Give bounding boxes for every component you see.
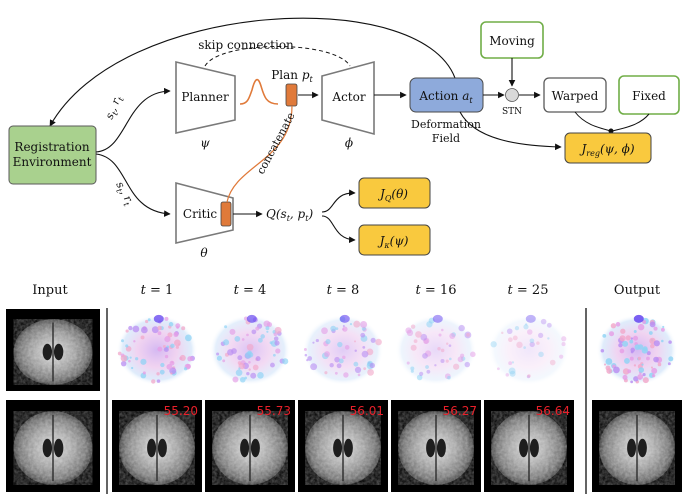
deformation-label-line2: Field	[432, 132, 460, 145]
loss-junction	[608, 128, 614, 134]
stn-node	[505, 88, 519, 102]
action-label: Action at	[418, 89, 473, 105]
jk-label: Jκ(ψ)	[377, 234, 409, 250]
env-to-critic-arrow	[95, 153, 171, 217]
skip-connection-label: skip connection	[198, 38, 294, 52]
jreg-label: Jreg(ψ, ϕ)	[578, 142, 634, 158]
plan-label: Plan pt	[271, 68, 313, 84]
deformation-label-line1: Deformation	[411, 118, 481, 131]
actor-block: Actor ϕ	[321, 60, 375, 150]
critic-plan-token	[220, 201, 232, 227]
deformation-field-image	[391, 309, 481, 391]
fixed-to-jreg-line	[611, 113, 650, 132]
env-label-line1: Registration	[14, 140, 89, 154]
dice-score-label: 55.20	[164, 404, 198, 418]
fixed-box: Fixed	[618, 75, 680, 115]
skip-connection-line	[204, 46, 351, 67]
registration-environment-box: Registration Environment	[8, 125, 97, 185]
feedback-arrow	[49, 17, 456, 127]
header-t1: t = 1	[141, 283, 174, 298]
dice-score-label: 56.01	[350, 404, 384, 418]
deformation-field-image	[484, 309, 574, 391]
header-output: Output	[614, 283, 661, 298]
warped-image	[391, 400, 481, 492]
concatenate-line	[226, 105, 293, 203]
warped-box: Warped	[543, 77, 607, 113]
actor-param: ϕ	[345, 136, 353, 150]
concatenate-label: concatenate	[254, 110, 297, 176]
action-to-jreg-arrow	[459, 111, 562, 151]
critic-block: Critic θ	[175, 181, 234, 260]
q-value-label: Q(st, pt)	[266, 207, 313, 223]
output-warped-image	[592, 400, 682, 492]
critic-param: θ	[200, 246, 208, 260]
dice-score-label: 56.64	[536, 404, 570, 418]
planner-label: Planner	[181, 90, 229, 104]
plan-distribution-icon	[239, 78, 279, 105]
deformation-field-image	[205, 309, 295, 391]
warped-label: Warped	[552, 89, 599, 103]
header-t4: t = 4	[234, 283, 267, 298]
stn-label: STN	[502, 107, 522, 117]
state-label-top: st, rt	[103, 93, 126, 122]
env-label-line2: Environment	[13, 155, 92, 169]
q-to-jq-arrow	[321, 189, 356, 213]
warped-image	[112, 400, 202, 492]
state-label-bottom: st, rt	[112, 179, 137, 208]
warped-image	[484, 400, 574, 492]
header-t16: t = 16	[416, 283, 457, 298]
planner-block: Planner ψ	[175, 60, 236, 150]
header-input: Input	[32, 283, 68, 298]
jq-loss-box: JQ(θ)	[358, 177, 431, 209]
fixed-label: Fixed	[632, 89, 666, 103]
warped-image	[205, 400, 295, 492]
critic-label: Critic	[183, 207, 217, 221]
header-t25: t = 25	[508, 283, 549, 298]
warped-image	[298, 400, 388, 492]
jk-loss-box: Jκ(ψ)	[358, 224, 431, 256]
dice-score-label: 55.73	[257, 404, 291, 418]
warped-to-jreg-line	[574, 111, 612, 132]
input-moving-image	[6, 309, 100, 391]
plan-token	[285, 83, 298, 107]
env-to-planner-arrow	[95, 87, 171, 153]
action-box: Action at	[409, 77, 484, 113]
planner-param: ψ	[200, 136, 210, 150]
jreg-loss-box: Jreg(ψ, ϕ)	[564, 132, 652, 164]
dice-score-label: 56.27	[443, 404, 477, 418]
deformation-field-image	[112, 309, 202, 391]
moving-label: Moving	[489, 34, 535, 48]
input-fixed-image	[6, 400, 100, 492]
q-to-jk-arrow	[321, 215, 356, 244]
moving-box: Moving	[480, 21, 544, 59]
header-t8: t = 8	[327, 283, 360, 298]
actor-label: Actor	[331, 90, 365, 104]
deformation-field-image	[298, 309, 388, 391]
jq-label: JQ(θ)	[377, 187, 408, 203]
output-deformation-field	[592, 309, 682, 391]
